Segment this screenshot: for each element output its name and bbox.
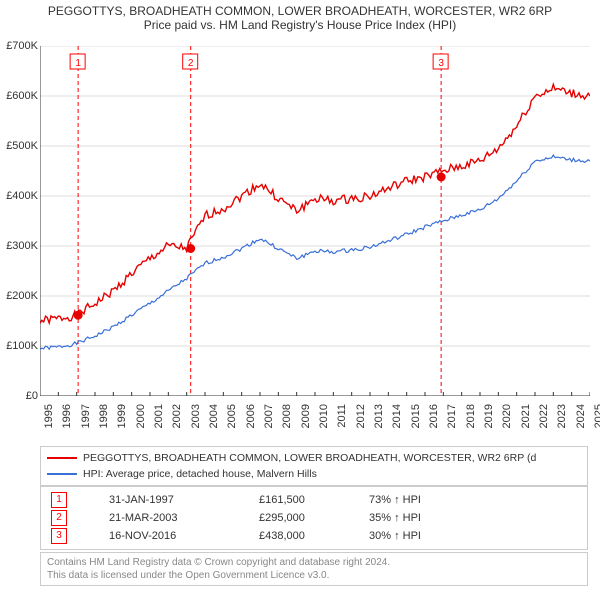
event-date: 21-MAR-2003 (67, 512, 259, 524)
event-row: 316-NOV-2016£438,00030% ↑ HPI (47, 527, 581, 545)
event-marker: 1 (51, 492, 67, 508)
event-date: 31-JAN-1997 (67, 494, 259, 506)
legend-item: HPI: Average price, detached house, Malv… (47, 466, 581, 482)
x-tick-label: 2004 (208, 404, 220, 428)
event-marker: 3 (51, 528, 67, 544)
svg-text:3: 3 (438, 58, 444, 69)
x-tick-label: 2002 (171, 404, 183, 428)
y-tick-label: £500K (6, 140, 38, 152)
x-tick-label: 2001 (153, 404, 165, 428)
event-price: £295,000 (259, 512, 369, 524)
x-tick-label: 2021 (520, 404, 532, 428)
event-pct: 73% ↑ HPI (369, 494, 489, 506)
x-tick-label: 1999 (116, 404, 128, 428)
y-tick-label: £600K (6, 90, 38, 102)
x-tick-label: 2014 (391, 404, 403, 428)
event-date: 16-NOV-2016 (67, 530, 259, 542)
x-tick-label: 2003 (190, 404, 202, 428)
events-table: 131-JAN-1997£161,50073% ↑ HPI221-MAR-200… (40, 486, 588, 550)
chart-plot-area: 1 2 3 (40, 46, 590, 396)
footer-attribution: Contains HM Land Registry data © Crown c… (40, 552, 588, 586)
x-tick-label: 2010 (318, 404, 330, 428)
y-tick-label: £0 (26, 390, 38, 402)
y-tick-label: £300K (6, 240, 38, 252)
event-row: 221-MAR-2003£295,00035% ↑ HPI (47, 509, 581, 527)
event-pct: 35% ↑ HPI (369, 512, 489, 524)
x-tick-label: 2012 (355, 404, 367, 428)
x-tick-label: 2013 (373, 404, 385, 428)
x-tick-label: 2022 (538, 404, 550, 428)
x-tick-label: 2019 (483, 404, 495, 428)
x-tick-label: 2025 (593, 404, 600, 428)
x-tick-label: 1997 (80, 404, 92, 428)
event-price: £161,500 (259, 494, 369, 506)
event-row: 131-JAN-1997£161,50073% ↑ HPI (47, 491, 581, 509)
y-tick-label: £200K (6, 290, 38, 302)
legend-label: PEGGOTTYS, BROADHEATH COMMON, LOWER BROA… (83, 452, 536, 464)
x-tick-label: 2015 (410, 404, 422, 428)
x-tick-label: 2023 (556, 404, 568, 428)
event-marker: 2 (51, 510, 67, 526)
x-tick-label: 2024 (575, 404, 587, 428)
x-tick-label: 2008 (281, 404, 293, 428)
legend: PEGGOTTYS, BROADHEATH COMMON, LOWER BROA… (40, 446, 588, 486)
y-axis: £0£100K£200K£300K£400K£500K£600K£700K (0, 46, 40, 396)
x-tick-label: 2000 (135, 404, 147, 428)
x-tick-label: 2017 (446, 404, 458, 428)
x-tick-label: 2018 (465, 404, 477, 428)
y-tick-label: £400K (6, 190, 38, 202)
legend-swatch (47, 473, 77, 475)
chart-title: PEGGOTTYS, BROADHEATH COMMON, LOWER BROA… (0, 0, 600, 18)
x-tick-label: 2011 (336, 404, 348, 428)
x-tick-label: 1998 (98, 404, 110, 428)
x-tick-label: 2020 (501, 404, 513, 428)
y-tick-label: £700K (6, 40, 38, 52)
x-tick-label: 2007 (263, 404, 275, 428)
x-tick-label: 2005 (226, 404, 238, 428)
legend-swatch (47, 457, 77, 459)
x-tick-label: 1995 (43, 404, 55, 428)
event-price: £438,000 (259, 530, 369, 542)
x-tick-label: 2016 (428, 404, 440, 428)
footer-line-1: Contains HM Land Registry data © Crown c… (47, 556, 581, 569)
svg-text:2: 2 (188, 58, 194, 69)
x-tick-label: 2009 (300, 404, 312, 428)
legend-item: PEGGOTTYS, BROADHEATH COMMON, LOWER BROA… (47, 450, 581, 466)
x-axis: 1995 1996 1997 1998 1999 2000 2001 2002 2003 2004… (40, 400, 590, 440)
x-tick-label: 2006 (245, 404, 257, 428)
svg-text:1: 1 (75, 58, 81, 69)
chart-subtitle: Price paid vs. HM Land Registry's House … (0, 18, 600, 36)
x-tick-label: 1996 (61, 404, 73, 428)
footer-line-2: This data is licensed under the Open Gov… (47, 569, 581, 582)
event-pct: 30% ↑ HPI (369, 530, 489, 542)
y-tick-label: £100K (6, 340, 38, 352)
legend-label: HPI: Average price, detached house, Malv… (83, 468, 317, 480)
